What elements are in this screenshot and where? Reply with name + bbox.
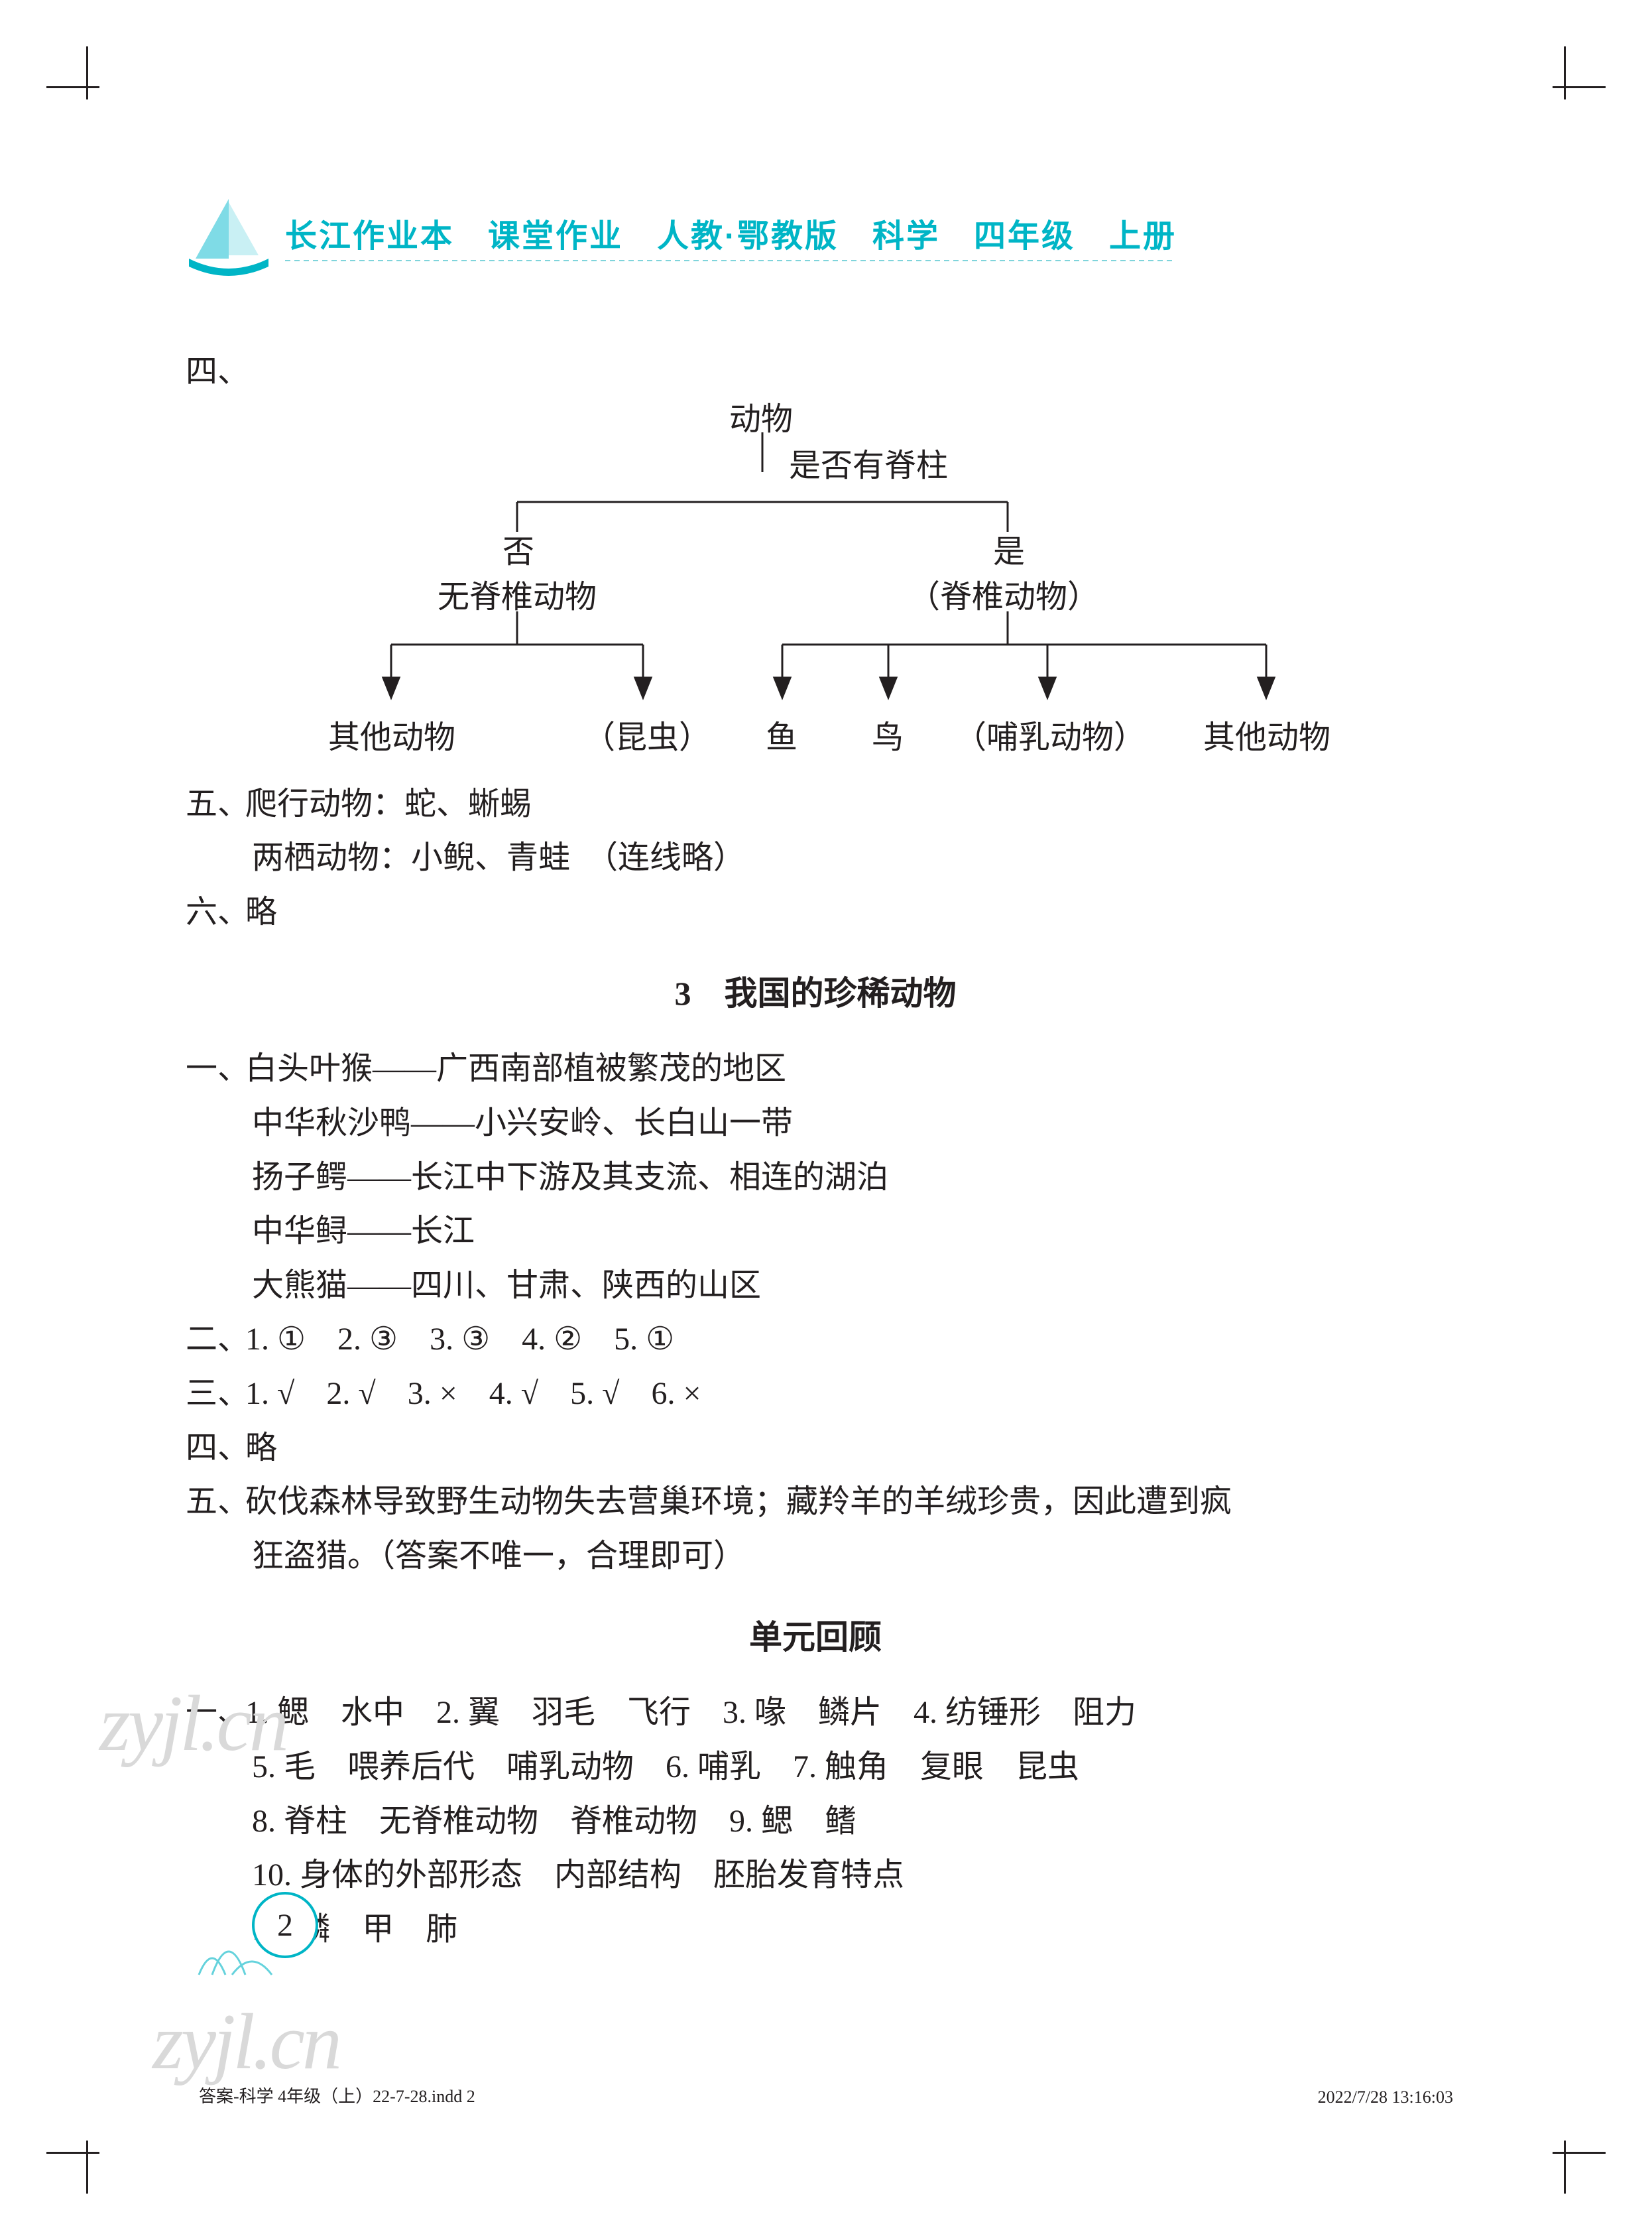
diagram-right-leaf-2: （哺乳动物）	[955, 711, 1146, 765]
rev-l0: 一、1. 鳃 水中 2. 翼 羽毛 飞行 3. 喙 鳞片 4. 纺锤形 阻力	[186, 1686, 1445, 1740]
q6-row: 六、略	[186, 885, 1445, 940]
rev-q1-label: 一、	[186, 1686, 245, 1740]
q5-line1: 五、爬行动物：蛇、蜥蜴	[186, 777, 1445, 832]
boat-icon	[186, 192, 272, 279]
rev-t0: 1. 鳃 水中 2. 翼 羽毛 飞行 3. 喙 鳞片 4. 纺锤形 阻力	[245, 1695, 1136, 1730]
header-title: 长江作业本 课堂作业 人教·鄂教版 科学 四年级 上册	[285, 210, 1177, 256]
diagram-right-leaf-3: 其他动物	[1203, 711, 1330, 765]
q5-label: 五、	[186, 777, 245, 832]
s3-q1-t0: 白头叶猴——广西南部植被繁茂的地区	[245, 1051, 786, 1086]
s3-q4-label: 四、	[186, 1421, 245, 1475]
q5-line2: 两栖动物：小鲵、青蛙 （连线略）	[186, 831, 1445, 885]
s3-q5-label: 五、	[186, 1475, 245, 1529]
s3-q5-t1: 砍伐森林导致野生动物失去营巢环境；藏羚羊的羊绒珍贵，因此遭到疯	[245, 1484, 1232, 1519]
rev-t4: 11. 鳞 甲 肺	[186, 1902, 1445, 1957]
diagram-right-leaf-0: 鱼	[766, 711, 797, 765]
q4-row: 四、	[186, 345, 1445, 399]
s3-q2-text: 1. ① 2. ③ 3. ③ 4. ② 5. ①	[245, 1322, 674, 1357]
page-content: 长江作业本 课堂作业 人教·鄂教版 科学 四年级 上册 四、	[186, 192, 1445, 1956]
rev-t3: 10. 身体的外部形态 内部结构 胚胎发育特点	[186, 1848, 1445, 1902]
section3-title: 3 我国的珍稀动物	[186, 965, 1445, 1022]
footer-left: 答案-科学 4年级（上）22-7-28.indd 2	[199, 2083, 475, 2107]
q6-label: 六、	[186, 885, 245, 940]
rev-t1: 5. 毛 喂养后代 哺乳动物 6. 哺乳 7. 触角 复眼 昆虫	[186, 1740, 1445, 1794]
q6-text: 略	[245, 895, 277, 930]
crop-mark-bl	[46, 2114, 126, 2194]
s3-q1-t1: 中华秋沙鸭——小兴安岭、长白山一带	[186, 1096, 1445, 1151]
s3-q5-t2: 狂盗猎。（答案不唯一，合理即可）	[186, 1529, 1445, 1584]
s3-q1-line0: 一、白头叶猴——广西南部植被繁茂的地区	[186, 1042, 1445, 1096]
s3-q3-text: 1. √ 2. √ 3. × 4. √ 5. √ 6. ×	[245, 1376, 701, 1411]
crop-mark-tr	[1526, 46, 1606, 126]
diagram-left-node: 无脊椎动物	[438, 570, 597, 625]
page-header: 长江作业本 课堂作业 人教·鄂教版 科学 四年级 上册	[186, 192, 1445, 279]
classification-diagram: 动物 是否有脊柱 否 是 无脊椎动物 （脊椎动物） 其他动物 （昆虫） 鱼 鸟 …	[252, 399, 1445, 771]
s3-q2: 二、1. ① 2. ③ 3. ③ 4. ② 5. ①	[186, 1312, 1445, 1367]
page-number: 2	[252, 1892, 318, 1958]
page-number-badge: 2	[219, 1882, 351, 1968]
diagram-right-node: （脊椎动物）	[908, 570, 1099, 625]
s3-q1-t4: 大熊猫——四川、甘肃、陕西的山区	[186, 1259, 1445, 1313]
header-title-wrap: 长江作业本 课堂作业 人教·鄂教版 科学 四年级 上册	[285, 210, 1177, 261]
s3-q3-label: 三、	[186, 1367, 245, 1421]
q5-text1: 爬行动物：蛇、蜥蜴	[245, 786, 532, 822]
diagram-criterion: 是否有脊柱	[789, 439, 948, 493]
s3-q1-label: 一、	[186, 1042, 245, 1096]
s3-q1-t2: 扬子鳄——长江中下游及其支流、相连的湖泊	[186, 1151, 1445, 1205]
crop-mark-br	[1526, 2114, 1606, 2194]
diagram-right-leaf-1: 鸟	[872, 711, 904, 765]
crop-mark-tl	[46, 46, 126, 126]
s3-q3: 三、1. √ 2. √ 3. × 4. √ 5. √ 6. ×	[186, 1367, 1445, 1421]
footer-right: 2022/7/28 13:16:03	[1318, 2087, 1453, 2107]
rev-t2: 8. 脊柱 无脊椎动物 脊椎动物 9. 鳃 鳍	[186, 1794, 1445, 1849]
diagram-left-leaf-1: （昆虫）	[583, 711, 711, 765]
diagram-root: 动物	[729, 393, 793, 447]
review-title: 单元回顾	[186, 1609, 1445, 1666]
s3-q4-text: 略	[245, 1430, 277, 1465]
body: 四、	[186, 345, 1445, 1956]
s3-q2-label: 二、	[186, 1312, 245, 1367]
s3-q4: 四、略	[186, 1421, 1445, 1475]
s3-q5-l1: 五、砍伐森林导致野生动物失去营巢环境；藏羚羊的羊绒珍贵，因此遭到疯	[186, 1475, 1445, 1529]
header-underline	[285, 260, 1173, 261]
s3-q1-t3: 中华鲟——长江	[186, 1204, 1445, 1259]
diagram-left-leaf-0: 其他动物	[328, 711, 455, 765]
q4-label: 四、	[186, 345, 245, 399]
watermark-2: zyjl.cn	[152, 1996, 339, 2087]
